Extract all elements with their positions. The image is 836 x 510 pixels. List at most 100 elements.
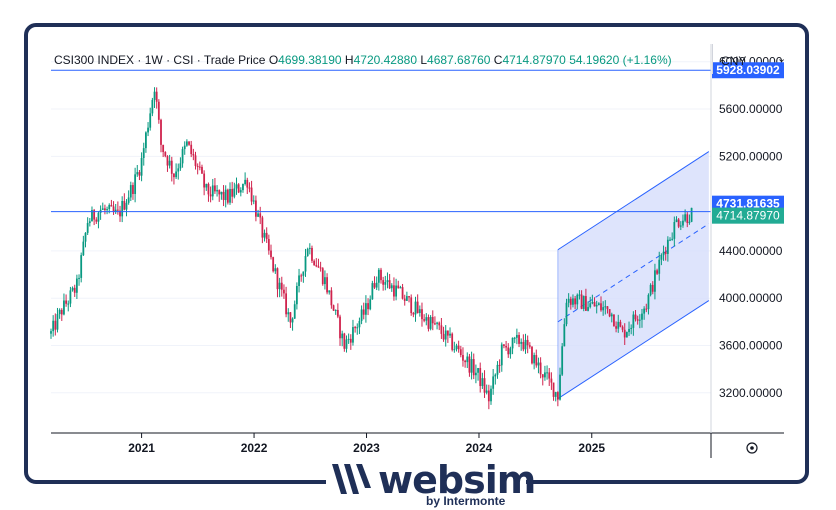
candle-body — [63, 300, 65, 315]
candle-body — [654, 270, 656, 292]
candle-body — [153, 91, 156, 100]
candle-body — [423, 319, 426, 321]
candle-body — [595, 305, 598, 307]
currency-selector[interactable]: CNY ⌄ — [712, 44, 786, 74]
candle-body — [343, 333, 346, 349]
candle-body — [319, 267, 322, 269]
candle-body — [326, 277, 328, 293]
candle-body — [270, 250, 272, 258]
candle-body — [673, 222, 676, 239]
websim-logo: websim by Intermonte — [326, 458, 536, 510]
candle-body — [690, 207, 693, 222]
candle-body — [145, 132, 147, 149]
candle-body — [390, 285, 393, 289]
y-tick-label: 3600.00000 — [719, 339, 783, 353]
candle-body — [509, 348, 512, 355]
candle-body — [278, 282, 281, 290]
candle-body — [638, 319, 641, 321]
candle-body — [138, 172, 141, 176]
candle-body — [485, 390, 488, 393]
candle-body — [380, 269, 382, 281]
candle-body — [218, 190, 221, 195]
candle-body — [349, 338, 352, 343]
candle-body — [289, 312, 292, 323]
candle-body — [630, 327, 633, 329]
candle-body — [132, 185, 134, 195]
candle-body — [112, 206, 115, 212]
candle-body — [656, 270, 658, 274]
candle-body — [597, 303, 600, 306]
candle-body — [533, 355, 536, 364]
candle-body — [664, 251, 667, 254]
candle-body — [341, 333, 344, 339]
candle-body — [239, 190, 242, 193]
candle-body — [336, 309, 339, 317]
y-tick-label: 4000.00000 — [719, 291, 783, 305]
candle-body — [231, 188, 234, 197]
interval[interactable]: 1W — [144, 53, 163, 67]
candle-body — [235, 184, 238, 189]
candle-body — [688, 221, 691, 223]
candle-body — [175, 171, 177, 178]
candle-body — [628, 328, 630, 333]
candle-body — [408, 296, 410, 298]
candle-body — [211, 185, 214, 197]
candle-body — [386, 280, 389, 283]
candle-body — [641, 313, 643, 320]
candle-body — [436, 322, 438, 324]
candle-body — [298, 275, 300, 287]
candle-body — [503, 344, 505, 346]
candle-body — [226, 189, 229, 203]
currency-label: CNY — [721, 54, 747, 68]
candle-body — [123, 200, 126, 210]
ohlc-close-value: 4714.87970 — [502, 53, 566, 67]
y-tick-label: 4400.00000 — [719, 244, 783, 258]
candle-body — [280, 282, 283, 290]
candle-body — [567, 298, 570, 303]
channel-upper-line — [557, 151, 710, 251]
candle-body — [446, 330, 449, 336]
candle-body — [466, 356, 469, 363]
ohlc-high-value: 4720.42880 — [353, 53, 417, 67]
candle-body — [649, 284, 652, 295]
settings-icon[interactable] — [746, 442, 758, 454]
candle-body — [136, 172, 139, 175]
candle-body — [634, 314, 637, 320]
candle-body — [669, 239, 671, 241]
candle-body — [272, 257, 275, 272]
candle-body — [237, 184, 240, 193]
candle-body — [455, 345, 458, 350]
ohlc-high-label: H — [344, 53, 354, 67]
candle-body — [539, 362, 542, 375]
candle-body — [625, 332, 628, 338]
candle-body — [645, 308, 648, 310]
candle-body — [431, 316, 434, 324]
candle-body — [274, 268, 277, 272]
candle-body — [591, 302, 594, 304]
candle-body — [263, 232, 266, 238]
candle-body — [164, 151, 167, 157]
candle-body — [259, 213, 262, 218]
candle-body — [192, 154, 195, 156]
candle-body — [651, 284, 654, 292]
candle-body — [257, 213, 259, 217]
candle-body — [252, 200, 255, 202]
websim-tagline: by Intermonte — [426, 494, 506, 508]
last-price-badge — [712, 207, 784, 224]
candle-body — [561, 346, 564, 375]
price-badge-label: 5928.03902 — [716, 63, 780, 77]
candle-body — [248, 187, 251, 189]
candle-body — [369, 299, 372, 310]
candle-body — [267, 239, 270, 251]
separator-dot: · — [196, 53, 204, 67]
candle-body — [106, 209, 108, 211]
candle-body — [677, 219, 680, 227]
candle-body — [304, 256, 307, 272]
candle-body — [569, 298, 572, 305]
candle-body — [537, 362, 540, 366]
symbol-name[interactable]: CSI300 INDEX — [54, 53, 135, 67]
candle-body — [65, 300, 67, 304]
candle-body — [412, 313, 415, 315]
